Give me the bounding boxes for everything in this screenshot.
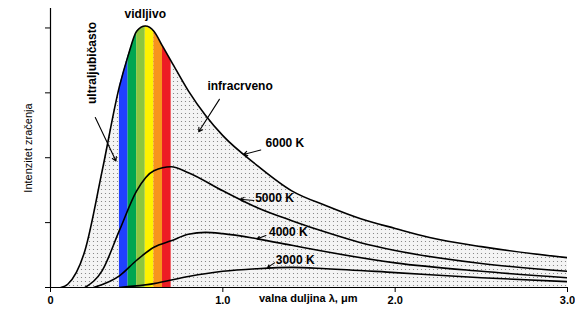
svg-text:3000 K: 3000 K xyxy=(276,253,315,267)
svg-text:vidljivo: vidljivo xyxy=(125,7,166,21)
svg-text:0: 0 xyxy=(47,294,53,306)
svg-text:Intenzitet zračenja: Intenzitet zračenja xyxy=(22,102,34,192)
svg-text:3.0: 3.0 xyxy=(560,294,575,306)
svg-text:6000 K: 6000 K xyxy=(266,136,305,150)
svg-text:ultraljubičasto: ultraljubičasto xyxy=(85,22,99,104)
svg-text:valna duljina λ, μm: valna duljina λ, μm xyxy=(259,292,358,304)
svg-text:1.0: 1.0 xyxy=(215,294,230,306)
svg-text:2.0: 2.0 xyxy=(388,294,403,306)
svg-text:5000 K: 5000 K xyxy=(255,191,294,205)
svg-text:4000 K: 4000 K xyxy=(269,225,308,239)
svg-text:infracrveno: infracrveno xyxy=(207,79,272,93)
